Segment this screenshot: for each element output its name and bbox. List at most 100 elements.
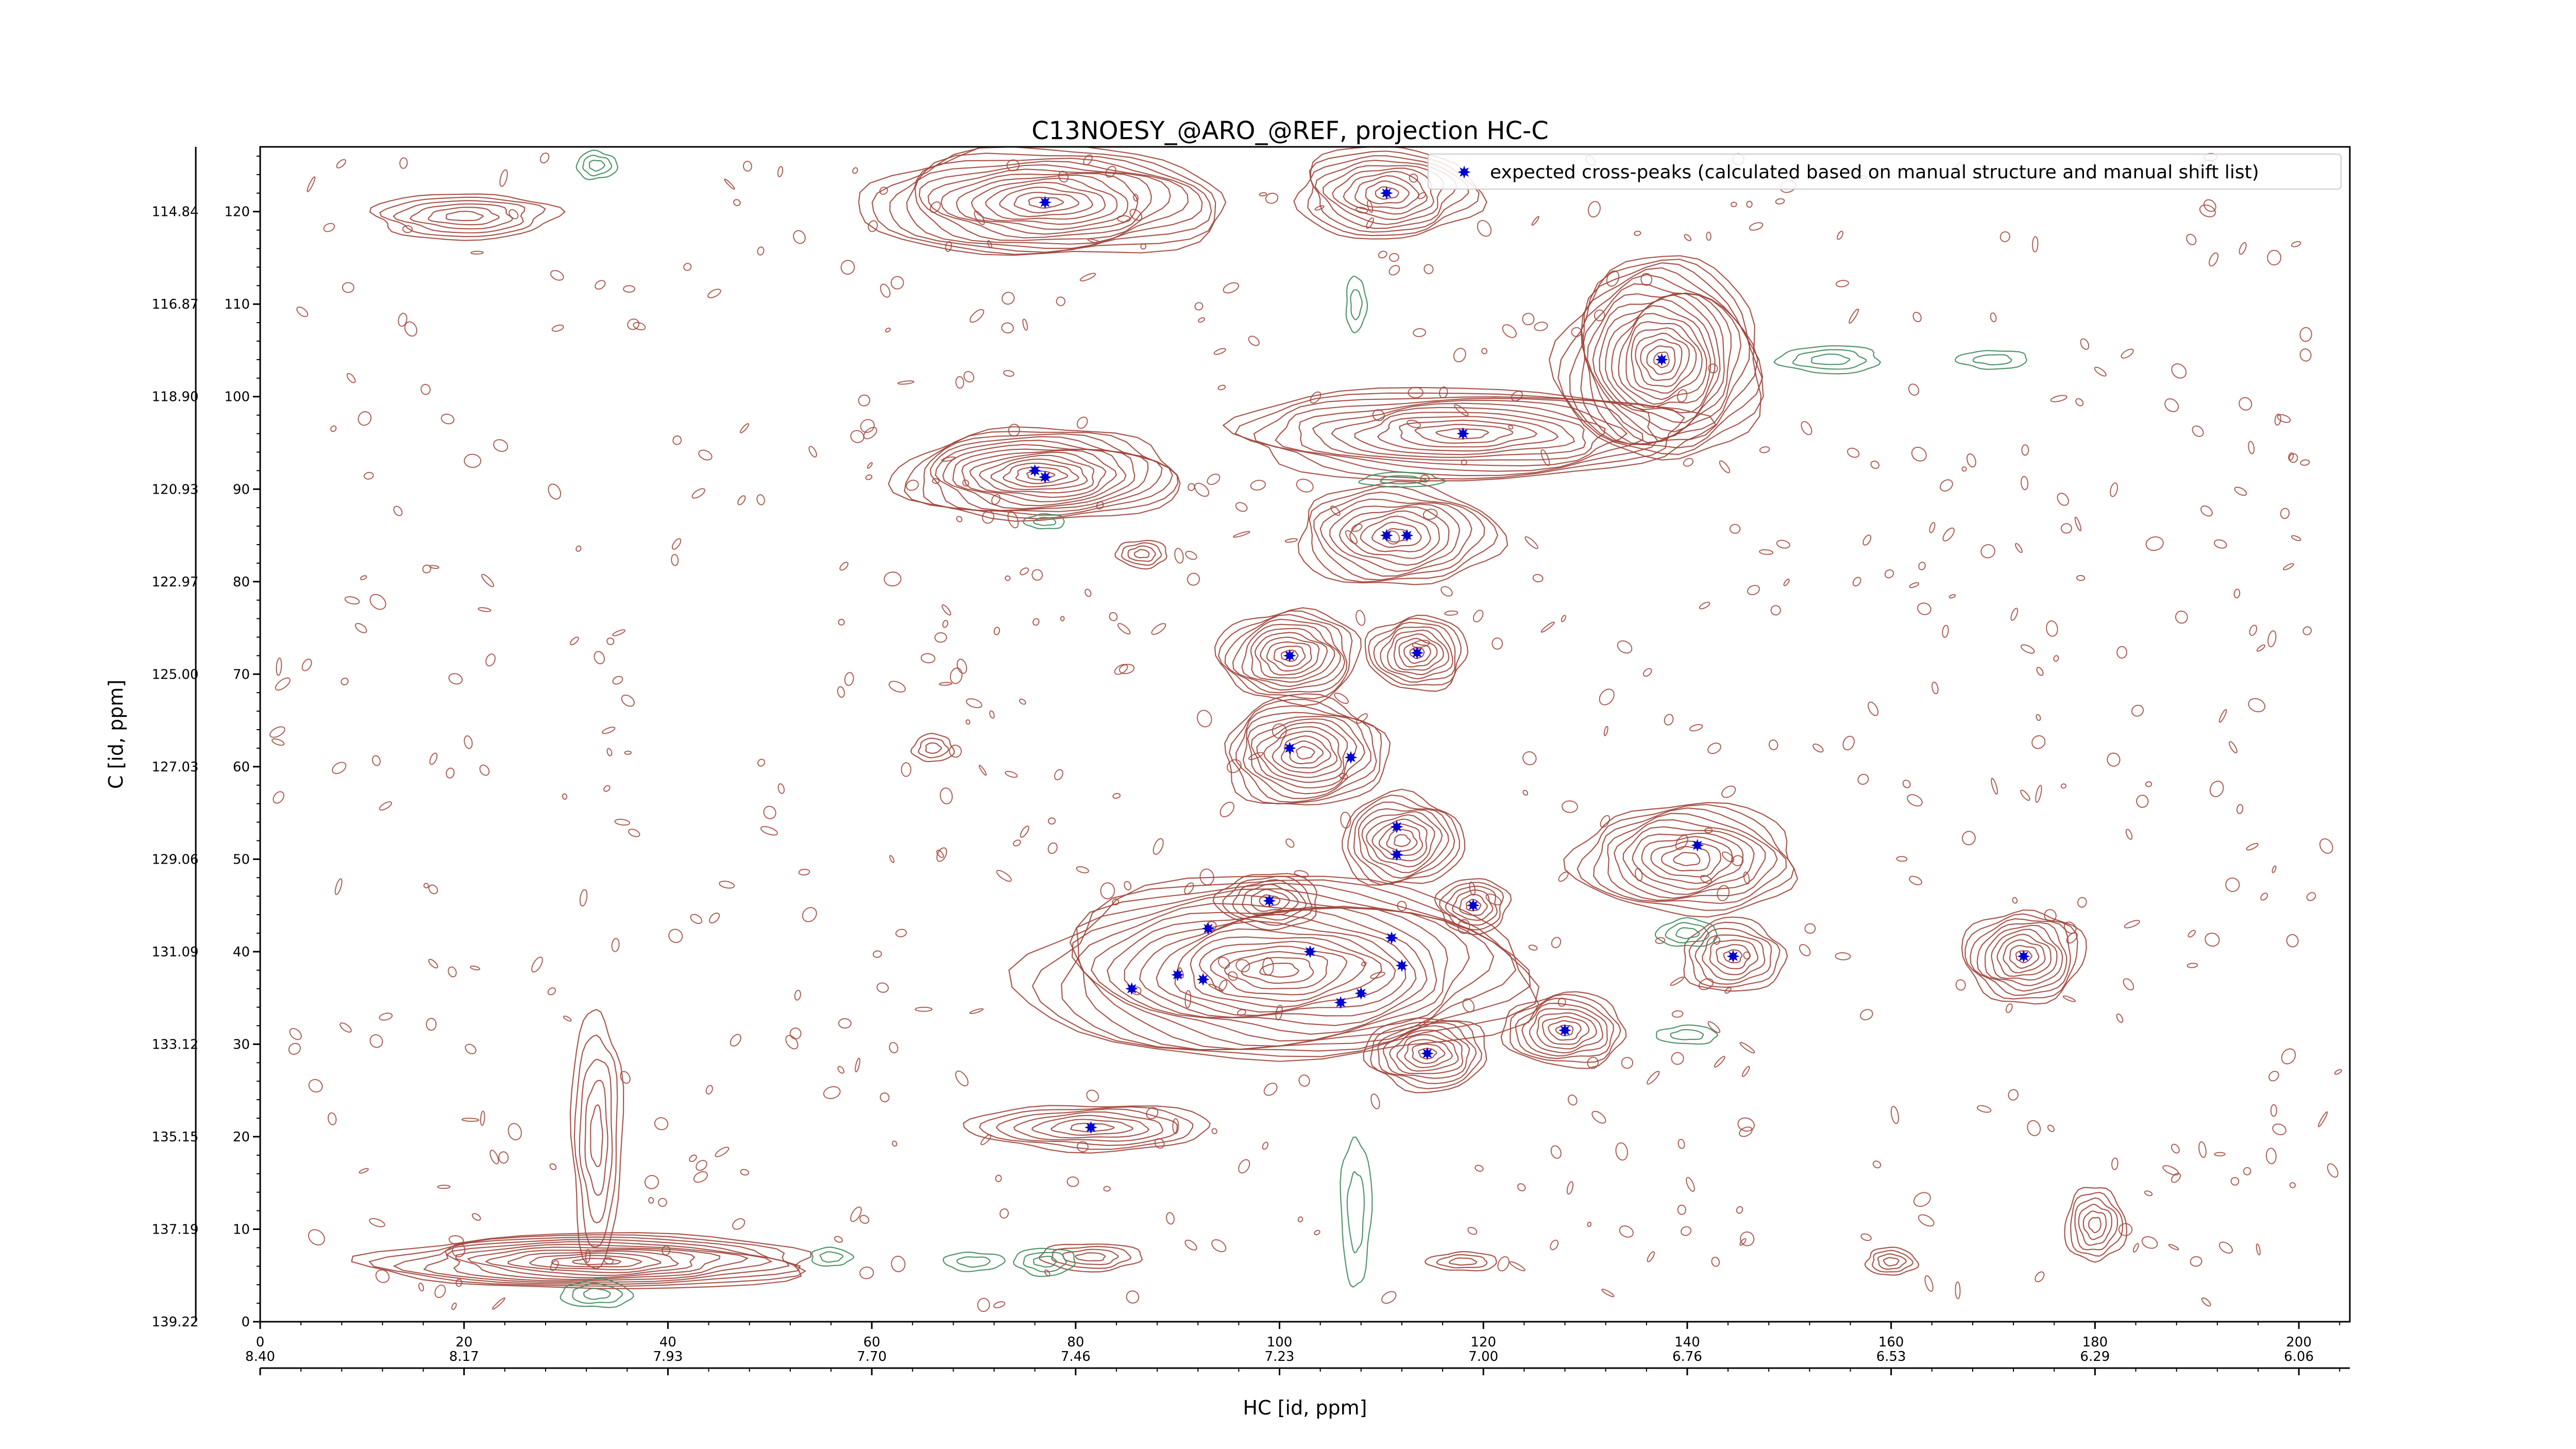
positive-contour bbox=[1459, 894, 1488, 916]
positive-contour bbox=[1297, 481, 1509, 585]
noise-contour bbox=[611, 938, 620, 952]
y-tick-ppm-label: 129.06 bbox=[152, 852, 199, 867]
noise-contour bbox=[1860, 1009, 1873, 1021]
noise-contour bbox=[340, 1022, 352, 1033]
positive-contour bbox=[1259, 894, 1281, 907]
positive-contour bbox=[1976, 922, 2067, 992]
noise-contour bbox=[2020, 789, 2030, 801]
positive-contour bbox=[1343, 171, 1428, 215]
noise-contour bbox=[1711, 1256, 1720, 1267]
noise-contour bbox=[1980, 544, 1995, 559]
noise-contour bbox=[612, 629, 626, 636]
noise-contour bbox=[2239, 242, 2247, 255]
noise-contour bbox=[1917, 602, 1931, 615]
noise-contour bbox=[2021, 444, 2029, 456]
noise-contour bbox=[499, 169, 508, 187]
noise-contour bbox=[1356, 713, 1368, 724]
negative-contour bbox=[582, 155, 613, 177]
positive-contour bbox=[978, 454, 1095, 494]
cross-peak-marker bbox=[1385, 931, 1398, 945]
noise-contour bbox=[1522, 751, 1537, 766]
negative-contour bbox=[560, 1278, 634, 1308]
noise-contour bbox=[1870, 460, 1880, 469]
noise-contour bbox=[2010, 608, 2019, 621]
noise-contour bbox=[855, 1057, 860, 1073]
noise-contour bbox=[1550, 1239, 1559, 1251]
positive-contour bbox=[2009, 945, 2040, 969]
noise-contour bbox=[876, 982, 889, 993]
positive-contour bbox=[1688, 921, 1781, 988]
chart-title: C13NOESY_@ARO_@REF, projection HC-C bbox=[1031, 116, 1549, 145]
noise-contour bbox=[493, 439, 509, 452]
noise-contour bbox=[2286, 934, 2299, 948]
positive-contour bbox=[1353, 801, 1455, 883]
noise-contour bbox=[1058, 171, 1069, 183]
noise-contour bbox=[371, 755, 381, 766]
negative-contour bbox=[1013, 1248, 1076, 1277]
noise-contour bbox=[624, 750, 632, 755]
noise-contour bbox=[840, 260, 855, 275]
noise-contour bbox=[2005, 1003, 2013, 1013]
noise-contour bbox=[1601, 1288, 1615, 1298]
noise-contour bbox=[1664, 714, 1674, 726]
noise-contour bbox=[892, 1140, 897, 1147]
noise-contour bbox=[308, 1229, 325, 1245]
noise-contour bbox=[2277, 414, 2291, 423]
noise-contour bbox=[1013, 839, 1021, 847]
noise-contour bbox=[739, 423, 750, 433]
noise-contour bbox=[614, 819, 631, 826]
noise-contour bbox=[2246, 843, 2259, 851]
noise-contour bbox=[1558, 871, 1569, 882]
y-tick-ppm-label: 118.90 bbox=[152, 390, 199, 405]
noise-contour bbox=[1084, 588, 1092, 597]
noise-contour bbox=[358, 411, 372, 426]
noise-contour bbox=[1699, 601, 1710, 610]
cross-peak-marker bbox=[1380, 529, 1393, 542]
noise-contour bbox=[1724, 987, 1732, 994]
cross-peak-marker bbox=[1028, 464, 1042, 477]
noise-contour bbox=[872, 950, 882, 958]
noise-contour bbox=[1908, 383, 1920, 396]
y-tick-ppm-label: 135.15 bbox=[152, 1130, 199, 1145]
y-tick-ppm-label: 139.22 bbox=[152, 1315, 199, 1330]
positive-contour bbox=[1377, 1022, 1477, 1085]
noise-contour bbox=[2209, 780, 2224, 798]
noise-contour bbox=[301, 659, 312, 671]
noise-contour bbox=[1929, 522, 1936, 533]
noise-contour bbox=[1469, 881, 1476, 896]
noise-contour bbox=[1642, 668, 1652, 677]
noise-contour bbox=[1355, 610, 1366, 626]
cross-peak-marker bbox=[1395, 959, 1409, 972]
positive-contour bbox=[1386, 629, 1450, 676]
cross-peak-marker bbox=[1039, 196, 1052, 209]
noise-contour bbox=[1408, 386, 1423, 398]
noise-contour bbox=[1890, 1106, 1900, 1124]
noise-contour bbox=[1086, 1089, 1099, 1102]
noise-contour bbox=[1999, 231, 2010, 242]
noise-contour bbox=[492, 1297, 506, 1310]
negative-contour bbox=[1358, 471, 1447, 488]
negative-contour bbox=[1350, 289, 1363, 321]
noise-contour bbox=[1250, 480, 1266, 491]
noise-contour bbox=[885, 327, 891, 333]
positive-contour bbox=[1435, 428, 1489, 440]
x-tick-index-label: 20 bbox=[455, 1335, 472, 1350]
noise-contour bbox=[1076, 866, 1089, 873]
noise-contour bbox=[838, 618, 845, 626]
positive-contour bbox=[369, 193, 566, 241]
noise-contour bbox=[1509, 1261, 1526, 1272]
noise-contour bbox=[1440, 586, 1453, 597]
y-tick-index-label: 20 bbox=[233, 1130, 250, 1145]
y-tick-ppm-label: 125.00 bbox=[152, 667, 199, 682]
noise-contour bbox=[1198, 317, 1205, 323]
noise-contour bbox=[683, 263, 692, 271]
noise-contour bbox=[999, 1208, 1009, 1219]
positive-contour bbox=[1434, 878, 1512, 935]
noise-contour bbox=[509, 209, 519, 220]
cross-peak-marker bbox=[1171, 968, 1184, 982]
noise-contour bbox=[644, 1175, 659, 1189]
y-tick-ppm-label: 131.09 bbox=[152, 945, 199, 960]
x-tick-ppm-label: 8.17 bbox=[449, 1349, 479, 1364]
positive-contour bbox=[1883, 1257, 1900, 1267]
noise-contour bbox=[1340, 812, 1351, 829]
